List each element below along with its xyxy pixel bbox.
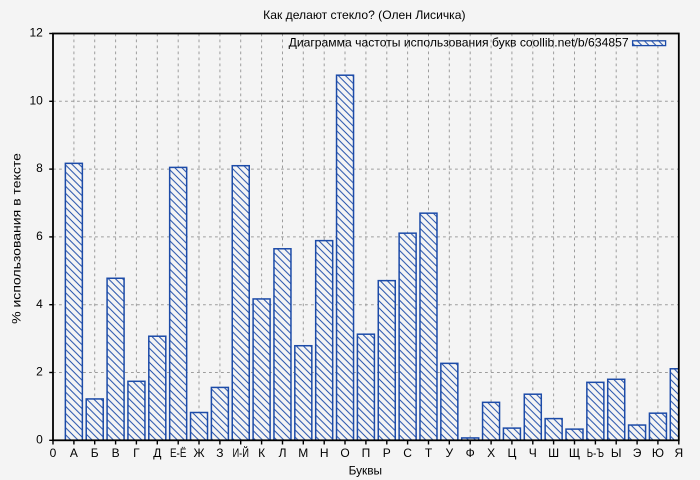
svg-text:Т: Т [425, 446, 433, 460]
svg-text:Ш: Ш [548, 446, 559, 460]
svg-text:Ц: Ц [507, 446, 516, 460]
svg-text:2: 2 [36, 365, 43, 379]
svg-text:Х: Х [487, 446, 495, 460]
svg-text:4: 4 [36, 297, 43, 311]
svg-text:К: К [258, 446, 265, 460]
svg-text:Ь-Ъ: Ь-Ъ [587, 446, 604, 460]
svg-text:10: 10 [29, 93, 43, 107]
svg-text:Ж: Ж [193, 446, 204, 460]
svg-text:Ю: Ю [652, 446, 664, 460]
svg-text:Как делают стекло? (Олен Лисич: Как делают стекло? (Олен Лисичка) [263, 8, 465, 22]
svg-text:6: 6 [36, 229, 43, 243]
svg-text:О: О [340, 446, 349, 460]
svg-text:Р: Р [383, 446, 391, 460]
svg-text:З: З [216, 446, 223, 460]
svg-text:У: У [445, 446, 453, 460]
svg-text:Ы: Ы [611, 446, 622, 460]
svg-text:Буквы: Буквы [349, 464, 383, 478]
svg-text:В: В [112, 446, 120, 460]
svg-text:Е-Ё: Е-Ё [170, 446, 187, 460]
svg-text:0: 0 [36, 432, 43, 446]
svg-text:И-Й: И-Й [232, 445, 249, 460]
svg-text:Л: Л [279, 446, 287, 460]
svg-text:М: М [298, 446, 308, 460]
svg-text:Б: Б [91, 446, 99, 460]
svg-text:Э: Э [633, 446, 642, 460]
svg-text:% использования в тексте: % использования в тексте [10, 153, 24, 324]
svg-text:Диаграмма частоты использовани: Диаграмма частоты использования букв coo… [289, 35, 629, 49]
svg-text:Д: Д [153, 446, 161, 460]
svg-text:Щ: Щ [569, 446, 580, 460]
svg-text:8: 8 [36, 161, 43, 175]
svg-text:Ч: Ч [529, 446, 537, 460]
svg-text:Н: Н [320, 446, 329, 460]
svg-text:Г: Г [133, 446, 140, 460]
svg-text:12: 12 [29, 26, 43, 40]
svg-text:С: С [403, 446, 412, 460]
svg-text:А: А [70, 446, 78, 460]
svg-text:0: 0 [50, 446, 57, 460]
svg-text:Я: Я [674, 446, 683, 460]
svg-text:П: П [362, 446, 371, 460]
svg-text:Ф: Ф [466, 446, 475, 460]
